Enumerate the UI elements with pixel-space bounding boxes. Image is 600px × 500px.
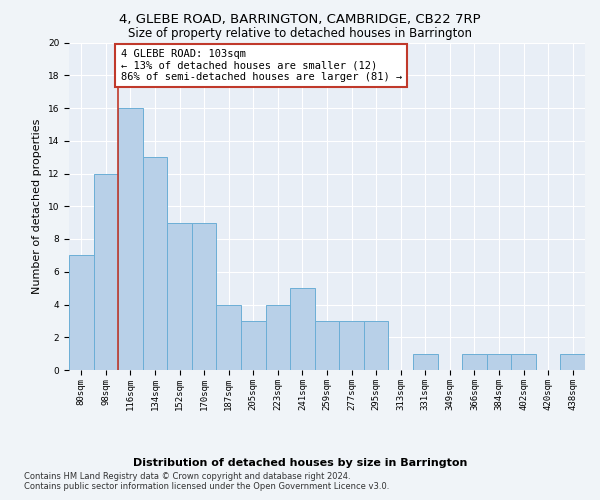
- Bar: [192, 222, 217, 370]
- Bar: [118, 108, 143, 370]
- Text: Size of property relative to detached houses in Barrington: Size of property relative to detached ho…: [128, 28, 472, 40]
- Bar: [143, 157, 167, 370]
- Bar: [487, 354, 511, 370]
- Bar: [94, 174, 118, 370]
- Text: Contains HM Land Registry data © Crown copyright and database right 2024.: Contains HM Land Registry data © Crown c…: [24, 472, 350, 481]
- Text: 4, GLEBE ROAD, BARRINGTON, CAMBRIDGE, CB22 7RP: 4, GLEBE ROAD, BARRINGTON, CAMBRIDGE, CB…: [119, 12, 481, 26]
- Bar: [511, 354, 536, 370]
- Bar: [290, 288, 315, 370]
- Bar: [560, 354, 585, 370]
- Y-axis label: Number of detached properties: Number of detached properties: [32, 118, 42, 294]
- Bar: [69, 256, 94, 370]
- Text: Distribution of detached houses by size in Barrington: Distribution of detached houses by size …: [133, 458, 467, 468]
- Bar: [315, 321, 339, 370]
- Bar: [364, 321, 388, 370]
- Bar: [413, 354, 437, 370]
- Bar: [266, 304, 290, 370]
- Text: 4 GLEBE ROAD: 103sqm
← 13% of detached houses are smaller (12)
86% of semi-detac: 4 GLEBE ROAD: 103sqm ← 13% of detached h…: [121, 49, 402, 82]
- Bar: [217, 304, 241, 370]
- Bar: [339, 321, 364, 370]
- Bar: [167, 222, 192, 370]
- Bar: [241, 321, 266, 370]
- Text: Contains public sector information licensed under the Open Government Licence v3: Contains public sector information licen…: [24, 482, 389, 491]
- Bar: [462, 354, 487, 370]
